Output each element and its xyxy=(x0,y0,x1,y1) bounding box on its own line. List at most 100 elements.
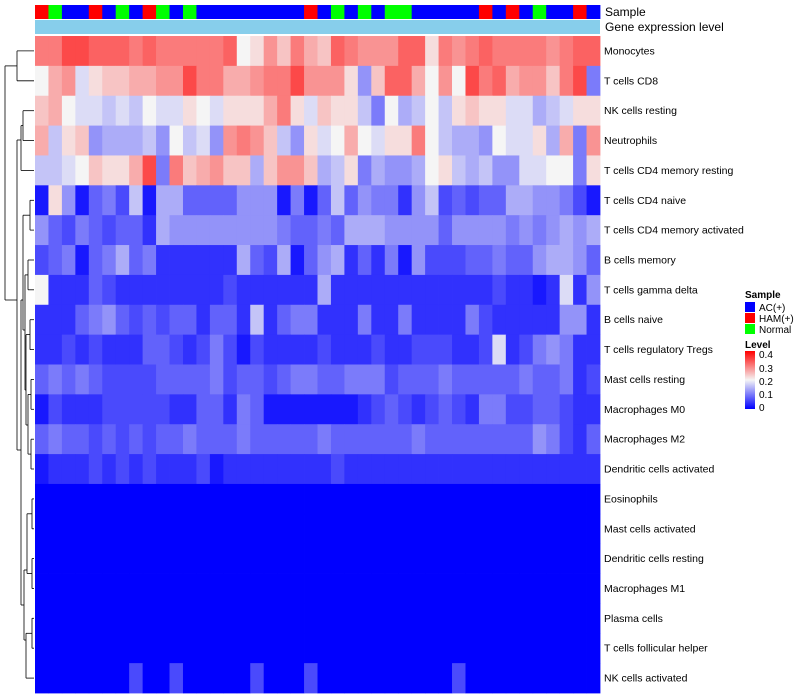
heatmap-cell xyxy=(304,543,318,574)
heatmap-cell xyxy=(384,215,399,246)
heatmap-cell xyxy=(505,274,520,306)
heatmap-cell xyxy=(317,125,332,156)
heatmap-cell xyxy=(586,513,601,545)
heatmap-cell xyxy=(532,36,547,67)
heatmap-cell xyxy=(384,543,399,574)
sample-annotation-cell xyxy=(223,5,238,19)
row-label: Mast cells activated xyxy=(604,523,696,535)
heatmap-cell xyxy=(142,245,157,276)
heatmap-cell xyxy=(425,215,439,246)
heatmap-cell xyxy=(478,36,493,67)
heatmap-cell xyxy=(330,245,345,276)
heatmap-cell xyxy=(371,185,386,216)
heatmap-cell xyxy=(546,65,561,97)
heatmap-cell xyxy=(236,394,251,425)
heatmap-cell xyxy=(425,36,439,67)
heatmap-cell xyxy=(115,364,130,395)
sample-annotation-cell xyxy=(384,5,399,19)
heatmap-cell xyxy=(75,245,90,276)
heatmap-cell xyxy=(573,215,587,246)
heatmap-cell xyxy=(236,125,251,156)
heatmap-cell xyxy=(35,125,49,156)
heatmap-cell xyxy=(35,304,49,336)
heatmap-cell xyxy=(317,483,332,515)
heatmap-cell xyxy=(277,304,291,336)
heatmap-cell xyxy=(438,125,453,156)
heatmap-cell xyxy=(573,513,587,545)
heatmap-cell xyxy=(344,245,359,276)
heatmap-cell xyxy=(115,633,130,664)
heatmap-cell xyxy=(277,663,291,694)
sample-annotation-label: Sample xyxy=(605,5,646,19)
heatmap-cell xyxy=(142,274,157,306)
heatmap-cell xyxy=(115,424,130,455)
heatmap-cell xyxy=(492,245,507,276)
heatmap-cell xyxy=(492,364,507,395)
heatmap-cell xyxy=(169,573,184,604)
heatmap-cell xyxy=(505,633,520,664)
heatmap-cell xyxy=(277,334,291,365)
heatmap-cell xyxy=(115,125,130,156)
heatmap-cell xyxy=(88,543,103,574)
heatmap-cell xyxy=(102,334,117,365)
heatmap-cell xyxy=(304,95,318,126)
heatmap-cell xyxy=(546,513,561,545)
heatmap-cell xyxy=(559,245,574,276)
heatmap-cell xyxy=(223,394,238,425)
heatmap-cell xyxy=(290,65,305,97)
heatmap-cell xyxy=(425,95,439,126)
heatmap-cell xyxy=(196,274,211,306)
heatmap-cell xyxy=(384,513,399,545)
heatmap-cell xyxy=(330,364,345,395)
heatmap-cell xyxy=(357,394,372,425)
heatmap-cell xyxy=(546,394,561,425)
sample-annotation-cell xyxy=(88,5,103,19)
heatmap-cell xyxy=(35,245,49,276)
heatmap-cell xyxy=(75,633,90,664)
heatmap-cell xyxy=(277,364,291,395)
heatmap-cell xyxy=(182,155,197,186)
heatmap-cell xyxy=(209,125,224,156)
heatmap-cell xyxy=(35,36,49,67)
heatmap-cell xyxy=(250,394,265,425)
heatmap-cell xyxy=(398,125,413,156)
heatmap-cell xyxy=(209,185,224,216)
heatmap-cell xyxy=(505,36,520,67)
heatmap-cell xyxy=(209,573,224,604)
heatmap-cell xyxy=(129,36,144,67)
heatmap-cell xyxy=(317,245,332,276)
legend-swatch-normal xyxy=(745,324,755,334)
heatmap-cell xyxy=(48,603,63,634)
heatmap-cell xyxy=(263,125,278,156)
heatmap-cell xyxy=(532,483,547,515)
heatmap-cell xyxy=(48,155,63,186)
legend-level-tick: 0.4 xyxy=(759,350,773,361)
heatmap-cell xyxy=(357,424,372,455)
heatmap-cell xyxy=(573,155,587,186)
heatmap-cell xyxy=(573,95,587,126)
heatmap-cell xyxy=(438,155,453,186)
heatmap-cell xyxy=(61,304,76,336)
heatmap-cell xyxy=(209,454,224,485)
heatmap-cell xyxy=(115,215,130,246)
heatmap-cell xyxy=(425,155,439,186)
heatmap-cell xyxy=(505,513,520,545)
heatmap-cell xyxy=(317,454,332,485)
heatmap-cell xyxy=(505,603,520,634)
heatmap-cell xyxy=(304,483,318,515)
heatmap-cell xyxy=(129,364,144,395)
heatmap-cell xyxy=(182,125,197,156)
sample-annotation-cell xyxy=(61,5,76,19)
heatmap-cell xyxy=(330,513,345,545)
heatmap-cell xyxy=(48,245,63,276)
heatmap-cell xyxy=(236,215,251,246)
heatmap-cell xyxy=(236,245,251,276)
heatmap-cell xyxy=(61,454,76,485)
heatmap-cell xyxy=(425,424,439,455)
heatmap-cell xyxy=(559,304,574,336)
heatmap-cell xyxy=(559,513,574,545)
heatmap-cell xyxy=(371,394,386,425)
heatmap-cell xyxy=(196,573,211,604)
heatmap-cell xyxy=(505,454,520,485)
heatmap-cell xyxy=(425,334,439,365)
